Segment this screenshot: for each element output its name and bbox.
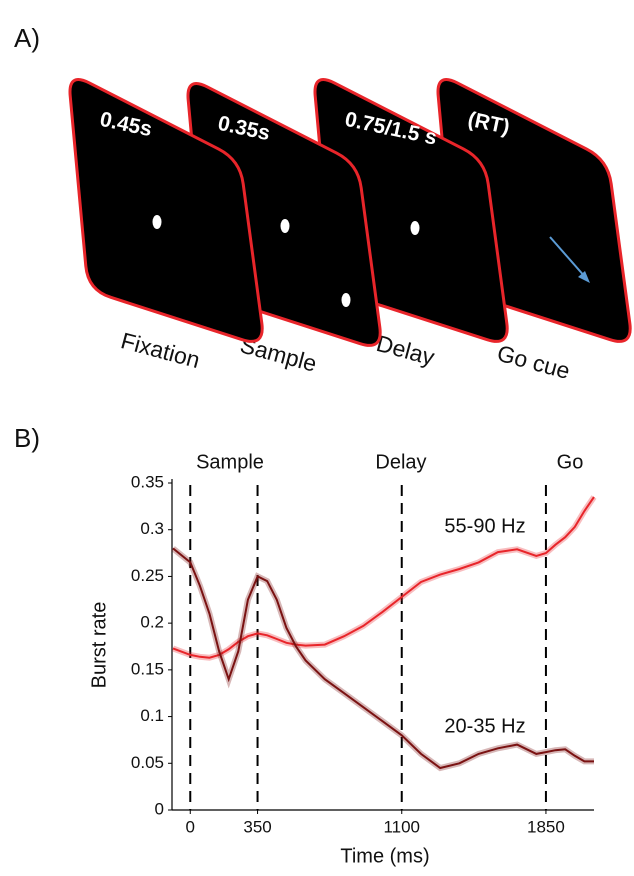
event-label: Delay xyxy=(375,451,426,473)
y-tick-label: 0.3 xyxy=(140,519,164,538)
series-label: 55-90 Hz xyxy=(444,515,525,537)
stimulus-dot xyxy=(280,219,290,233)
go-arrow-head xyxy=(578,271,590,283)
series-line xyxy=(172,496,595,659)
y-tick-label: 0.25 xyxy=(131,566,164,585)
screen-name: Delay xyxy=(374,330,438,370)
y-tick-label: 0.15 xyxy=(131,659,164,678)
x-axis-label: Time (ms) xyxy=(340,845,429,867)
x-tick-label: 0 xyxy=(186,817,195,836)
stimulus-dot xyxy=(152,215,162,229)
series-label: 20-35 Hz xyxy=(444,715,525,737)
screen-frame xyxy=(68,78,264,343)
y-tick-label: 0.35 xyxy=(131,472,164,491)
y-tick-label: 0 xyxy=(155,799,164,818)
stimulus-dot xyxy=(341,293,351,307)
stimulus-dot xyxy=(410,221,420,235)
x-tick-label: 350 xyxy=(243,817,271,836)
screen-name: Go cue xyxy=(494,340,572,384)
event-label: Sample xyxy=(196,451,264,473)
panel-label: A) xyxy=(14,23,40,53)
y-tick-label: 0.05 xyxy=(131,753,164,772)
series-line xyxy=(172,547,594,770)
x-tick-label: 1100 xyxy=(383,817,420,836)
panel-label: B) xyxy=(14,423,40,453)
screen-name: Fixation xyxy=(118,327,203,373)
y-tick-label: 0.2 xyxy=(140,613,164,632)
go-arrow xyxy=(549,236,587,279)
y-tick-label: 0.1 xyxy=(140,706,164,725)
series-band xyxy=(171,495,597,661)
x-tick-label: 1850 xyxy=(527,817,565,836)
y-axis-label: Burst rate xyxy=(88,602,110,689)
event-label: Go xyxy=(557,451,584,473)
